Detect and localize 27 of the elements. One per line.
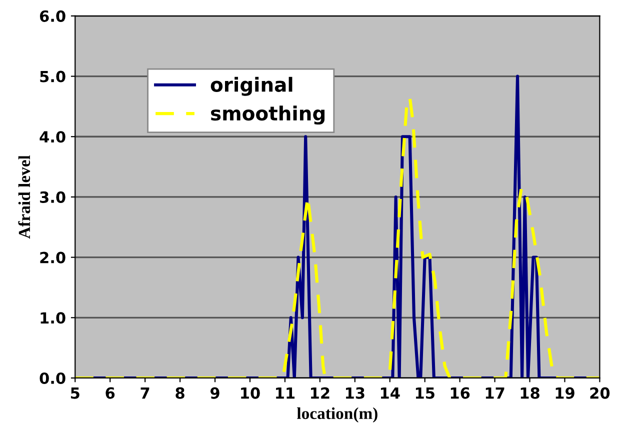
y-tick-label: 1.0 xyxy=(40,312,66,324)
x-tick-label: 11 xyxy=(276,387,295,399)
y-axis-title: Afraid level xyxy=(18,155,30,239)
y-tick-label: 2.0 xyxy=(40,252,66,264)
x-tick-label: 13 xyxy=(346,387,364,399)
x-tick-label: 9 xyxy=(210,387,220,399)
y-tick-label: 5.0 xyxy=(40,70,66,82)
x-tick-label: 6 xyxy=(106,387,115,399)
y-tick-label: 0.0 xyxy=(40,372,66,384)
x-tick-label: 8 xyxy=(176,387,184,399)
x-tick-label: 17 xyxy=(486,387,504,399)
x-tick-label: 19 xyxy=(556,387,574,399)
x-tick-label: 12 xyxy=(311,387,330,399)
x-tick-label: 16 xyxy=(450,387,470,399)
x-axis-title: location(m) xyxy=(297,407,378,422)
legend-label: original xyxy=(210,76,292,96)
y-tick-label: 3.0 xyxy=(40,191,66,203)
legend-label: smoothing xyxy=(211,106,324,125)
y-tick-label: 4.0 xyxy=(40,131,66,143)
x-tick-label: 15 xyxy=(416,387,434,399)
x-tick-label: 18 xyxy=(520,387,540,399)
x-tick-label: 7 xyxy=(140,387,150,399)
y-tick-label: 6.0 xyxy=(40,10,66,22)
x-tick-label: 14 xyxy=(380,387,400,399)
x-tick-label: 5 xyxy=(70,387,80,399)
x-tick-label: 20 xyxy=(590,387,610,399)
x-tick-label: 10 xyxy=(241,387,260,399)
